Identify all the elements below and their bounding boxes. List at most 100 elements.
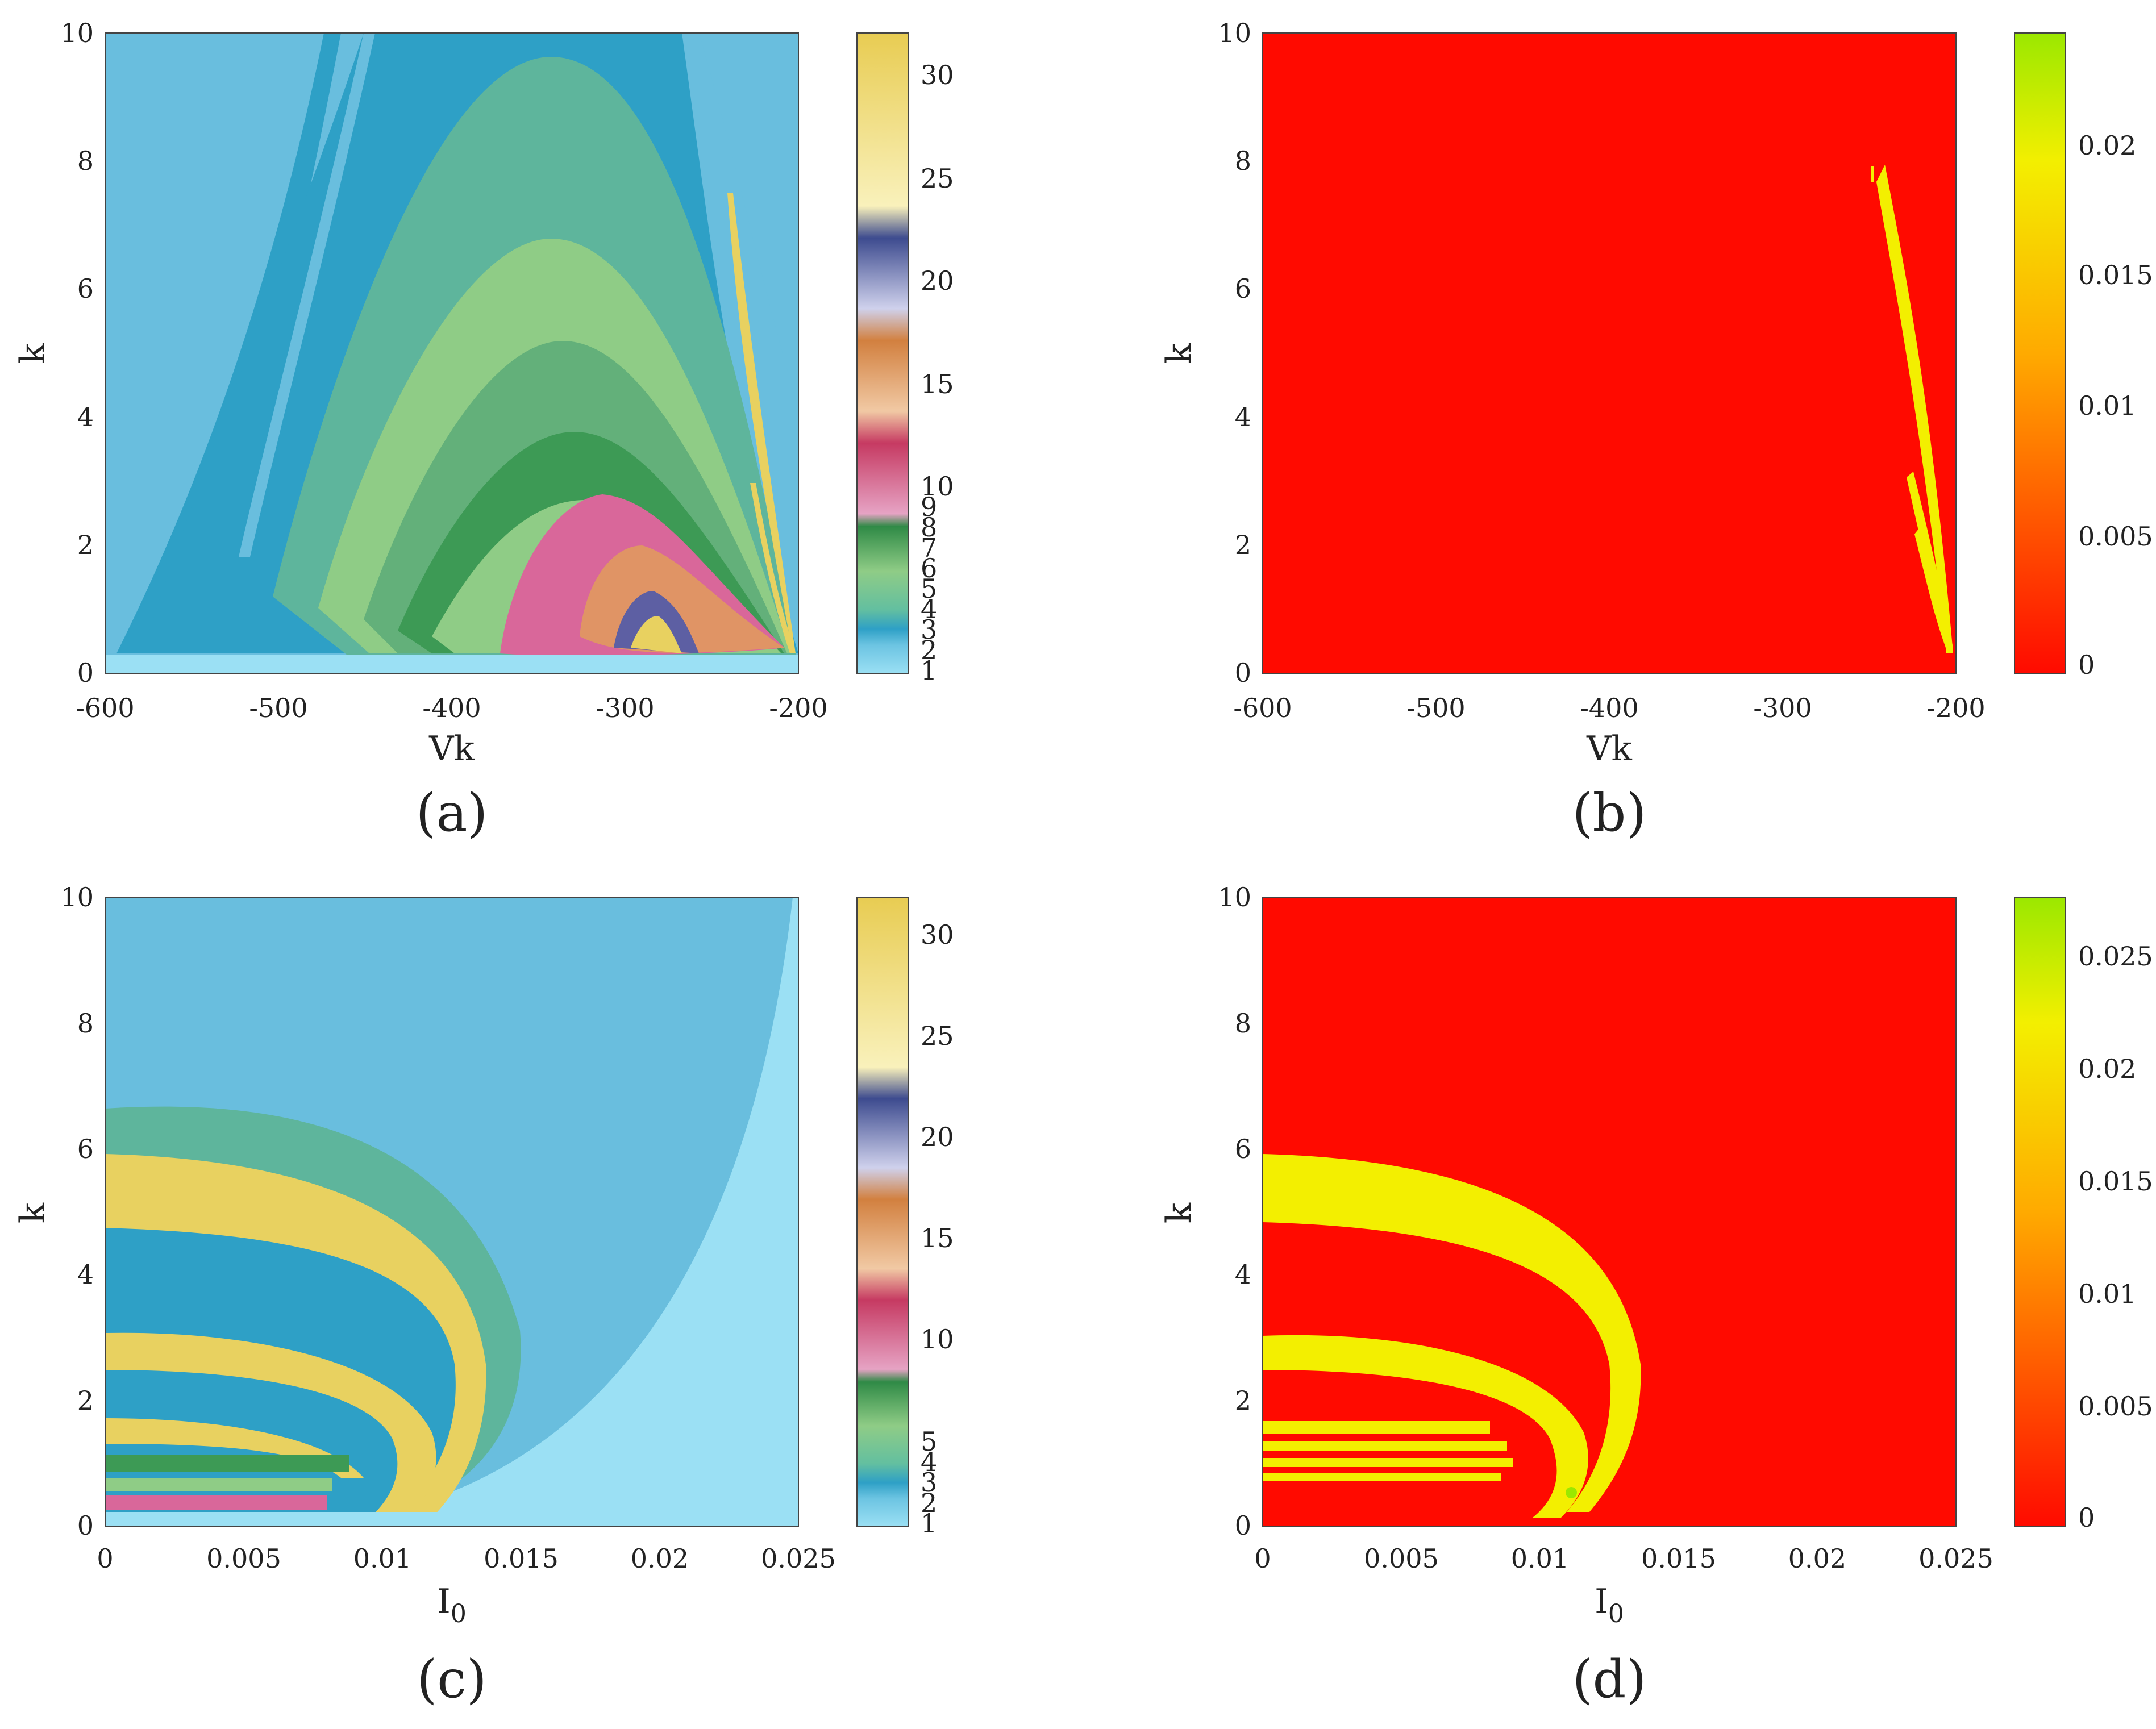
y-tick: 4	[1235, 402, 1251, 432]
y-tick: 10	[60, 882, 94, 913]
cb-tick: 2	[921, 1488, 937, 1518]
x-tick: -400	[1580, 693, 1638, 723]
panel-caption: (d)	[1572, 1649, 1647, 1710]
x-axis-label: I0	[1595, 1582, 1624, 1628]
x-tick: 0.025	[761, 1543, 836, 1574]
cb-tick: 1	[921, 1508, 937, 1539]
y-tick: 8	[77, 1008, 94, 1039]
x-axis-label: I0	[437, 1582, 467, 1628]
y-tick: 4	[1235, 1259, 1251, 1290]
x-tick: 0.02	[631, 1543, 689, 1574]
x-axis-label: Vk	[428, 729, 475, 769]
cb-tick: 0.01	[2078, 390, 2136, 421]
heatmap-c	[105, 897, 798, 1527]
x-tick: 0.015	[1641, 1543, 1716, 1574]
x-tick: -600	[1233, 693, 1292, 723]
y-tick: 6	[1235, 273, 1251, 304]
y-tick: 8	[77, 145, 94, 176]
y-tick: 10	[1218, 882, 1251, 913]
y-tick: 0	[1235, 1510, 1251, 1541]
cb-tick: 9	[921, 491, 937, 522]
y-tick: 4	[77, 1259, 94, 1290]
y-axis-c: 0 2 4 6 8 10 k	[13, 882, 94, 1541]
x-tick: -400	[422, 693, 481, 723]
cb-tick: 3	[921, 614, 937, 645]
y-tick: 0	[77, 657, 94, 688]
x-tick: -600	[76, 693, 134, 723]
cb-tick: 5	[921, 573, 937, 604]
cb-tick: 5	[921, 1426, 937, 1457]
y-axis-label: k	[13, 1202, 53, 1223]
y-tick: 2	[1235, 1385, 1251, 1416]
heatmap-d	[1263, 897, 1956, 1527]
x-tick: 0.025	[1918, 1543, 1993, 1574]
colorbar-c: 1 2 3 4 5 10 15 20 25 30	[856, 897, 954, 1539]
cb-tick: 20	[921, 265, 954, 296]
y-tick: 0	[1235, 657, 1251, 688]
cb-tick: 0.01	[2078, 1278, 2136, 1309]
x-tick: 0.01	[353, 1543, 411, 1574]
cb-tick: 10	[921, 1324, 954, 1355]
band-yellow-upper-c	[105, 1154, 486, 1518]
y-axis-label: k	[13, 343, 53, 364]
cb-tick: 30	[921, 60, 954, 90]
cb-tick: 0.015	[2078, 260, 2153, 290]
cb-tick: 2	[921, 635, 937, 665]
y-axis-label: k	[1159, 343, 1199, 364]
panel-caption: (c)	[417, 1649, 486, 1710]
x-axis-label: Vk	[1586, 729, 1632, 769]
cb-tick: 0.02	[2078, 1053, 2136, 1084]
x-tick: -500	[1406, 693, 1465, 723]
chaos-band-lower-d	[1263, 1335, 1588, 1518]
strip-pink-c	[105, 1495, 327, 1510]
panel-b: 0 2 4 6 8 10 k -600 -500 -400 -300 -200 …	[1159, 18, 2153, 843]
panel-a: 0 2 4 6 8 10 k -600 -500 -400 -300 -200 …	[13, 18, 954, 843]
y-axis-d: 0 2 4 6 8 10 k	[1159, 882, 1251, 1541]
cb-tick: 4	[921, 1447, 937, 1477]
y-tick: 0	[77, 1510, 94, 1541]
x-tick: 0.02	[1788, 1543, 1846, 1574]
x-tick: 0.005	[206, 1543, 281, 1574]
panel-d: 0 2 4 6 8 10 k 0 0.005 0.01 0.015 0.02 0…	[1159, 882, 2153, 1710]
cb-tick: 8	[921, 512, 937, 543]
cb-tick: 0.015	[2078, 1166, 2153, 1197]
cb-tick: 6	[921, 553, 937, 584]
x-tick: -200	[769, 693, 827, 723]
cb-tick: 0	[2078, 649, 2095, 680]
y-tick: 2	[1235, 530, 1251, 560]
cb-tick: 3	[921, 1467, 937, 1498]
cb-tick: 15	[921, 1223, 954, 1253]
colorbar-a: 1 2 3 4 5 6 7 8 9 10 15 20 25 30	[856, 32, 954, 686]
heatmap-a	[105, 33, 798, 674]
heatmap-b	[1263, 33, 1956, 674]
band-period2-a	[116, 33, 341, 653]
cb-tick: 30	[921, 919, 954, 950]
y-tick: 2	[77, 1385, 94, 1416]
x-tick: -500	[249, 693, 307, 723]
x-axis-d: 0 0.005 0.01 0.015 0.02 0.025 I0	[1254, 1543, 1993, 1628]
cb-tick: 0.02	[2078, 130, 2136, 161]
panel-caption: (b)	[1572, 782, 1647, 843]
panel-c: 0 2 4 6 8 10 k 0 0.005 0.01 0.015 0.02 0…	[13, 882, 954, 1710]
cb-tick: 10	[921, 471, 954, 502]
x-axis-c: 0 0.005 0.01 0.015 0.02 0.025 I0	[97, 1543, 835, 1628]
cb-tick: 4	[921, 594, 937, 624]
cb-tick: 0.005	[2078, 521, 2153, 552]
y-axis-label: k	[1159, 1202, 1199, 1223]
panel-caption: (a)	[416, 782, 488, 843]
y-axis-b: 0 2 4 6 8 10 k	[1159, 18, 1251, 688]
cb-tick: 25	[921, 1020, 954, 1051]
y-tick: 4	[77, 402, 94, 432]
cb-tick: 7	[921, 532, 937, 563]
chaos-streak-b3	[1914, 528, 1950, 648]
band-yellow-low2-c	[105, 1418, 364, 1478]
colorbar-b: 0 0.005 0.01 0.015 0.02	[2014, 32, 2153, 680]
streak-right-2	[750, 483, 796, 653]
region-period1-c	[284, 897, 798, 1527]
x-axis-a: -600 -500 -400 -300 -200 Vk	[76, 693, 827, 769]
y-axis-a: 0 2 4 6 8 10 k	[13, 18, 94, 688]
x-tick: 0	[97, 1543, 113, 1574]
colorbar-d: 0 0.005 0.01 0.015 0.02 0.025	[2014, 897, 2153, 1533]
cb-tick: 20	[921, 1122, 954, 1152]
cb-tick: 15	[921, 369, 954, 399]
